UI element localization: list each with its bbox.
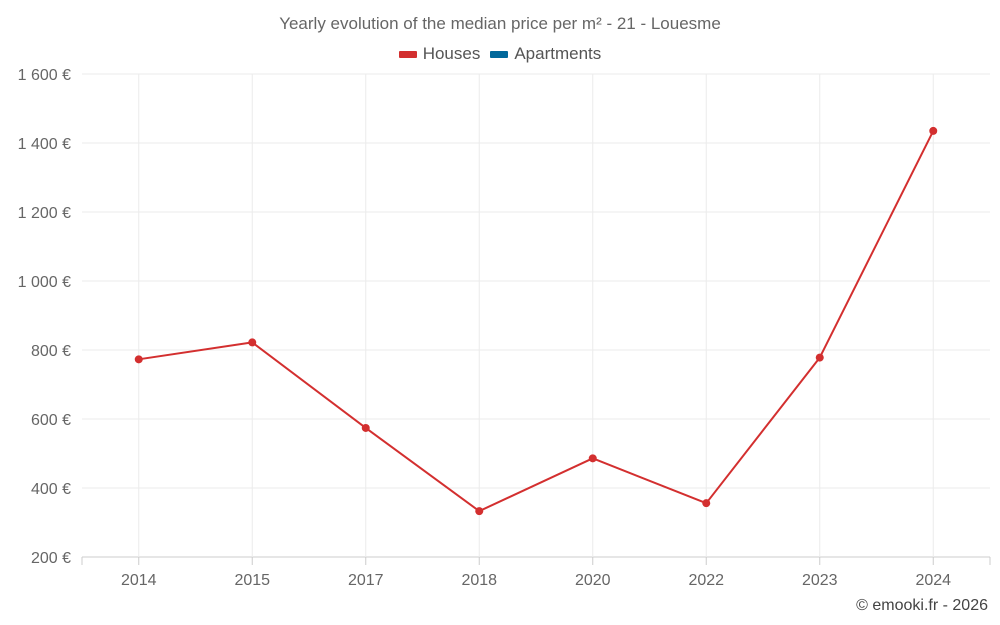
legend-item-houses[interactable]: Houses — [398, 44, 481, 64]
data-point-houses — [929, 126, 938, 135]
x-tick-label: 2020 — [575, 572, 611, 589]
x-tick-label: 2023 — [802, 572, 838, 589]
chart-title: Yearly evolution of the median price per… — [279, 14, 721, 33]
y-tick-label: 1 400 € — [18, 136, 71, 153]
legend-item-apartments[interactable]: Apartments — [490, 44, 601, 64]
data-point-houses — [588, 454, 597, 463]
credit-text: © emooki.fr - 2026 — [856, 597, 988, 614]
y-tick-label: 200 € — [31, 550, 71, 567]
x-tick-label: 2014 — [121, 572, 157, 589]
series-line-houses — [138, 130, 935, 513]
data-point-houses — [134, 355, 143, 364]
chart-legend: Houses Apartments — [0, 44, 1000, 64]
x-tick-label: 2024 — [915, 572, 951, 589]
data-point-houses — [361, 423, 370, 432]
data-point-houses — [815, 353, 824, 362]
x-tick-label: 2022 — [688, 572, 724, 589]
y-tick-label: 1 200 € — [18, 205, 71, 222]
y-tick-label: 1 000 € — [18, 274, 71, 291]
x-tick-label: 2015 — [234, 572, 270, 589]
x-tick-label: 2018 — [461, 572, 497, 589]
data-point-houses — [702, 499, 711, 508]
legend-swatch-houses — [398, 50, 417, 58]
legend-label-houses: Houses — [422, 44, 481, 63]
y-tick-label: 1 600 € — [18, 67, 71, 84]
y-tick-label: 600 € — [31, 412, 71, 429]
x-tick-label: 2017 — [348, 572, 384, 589]
y-tick-label: 800 € — [31, 343, 71, 360]
y-tick-label: 400 € — [31, 481, 71, 498]
legend-label-apartments: Apartments — [514, 44, 602, 63]
data-point-houses — [475, 507, 484, 516]
legend-swatch-apartments — [490, 50, 509, 58]
data-point-houses — [248, 338, 257, 347]
